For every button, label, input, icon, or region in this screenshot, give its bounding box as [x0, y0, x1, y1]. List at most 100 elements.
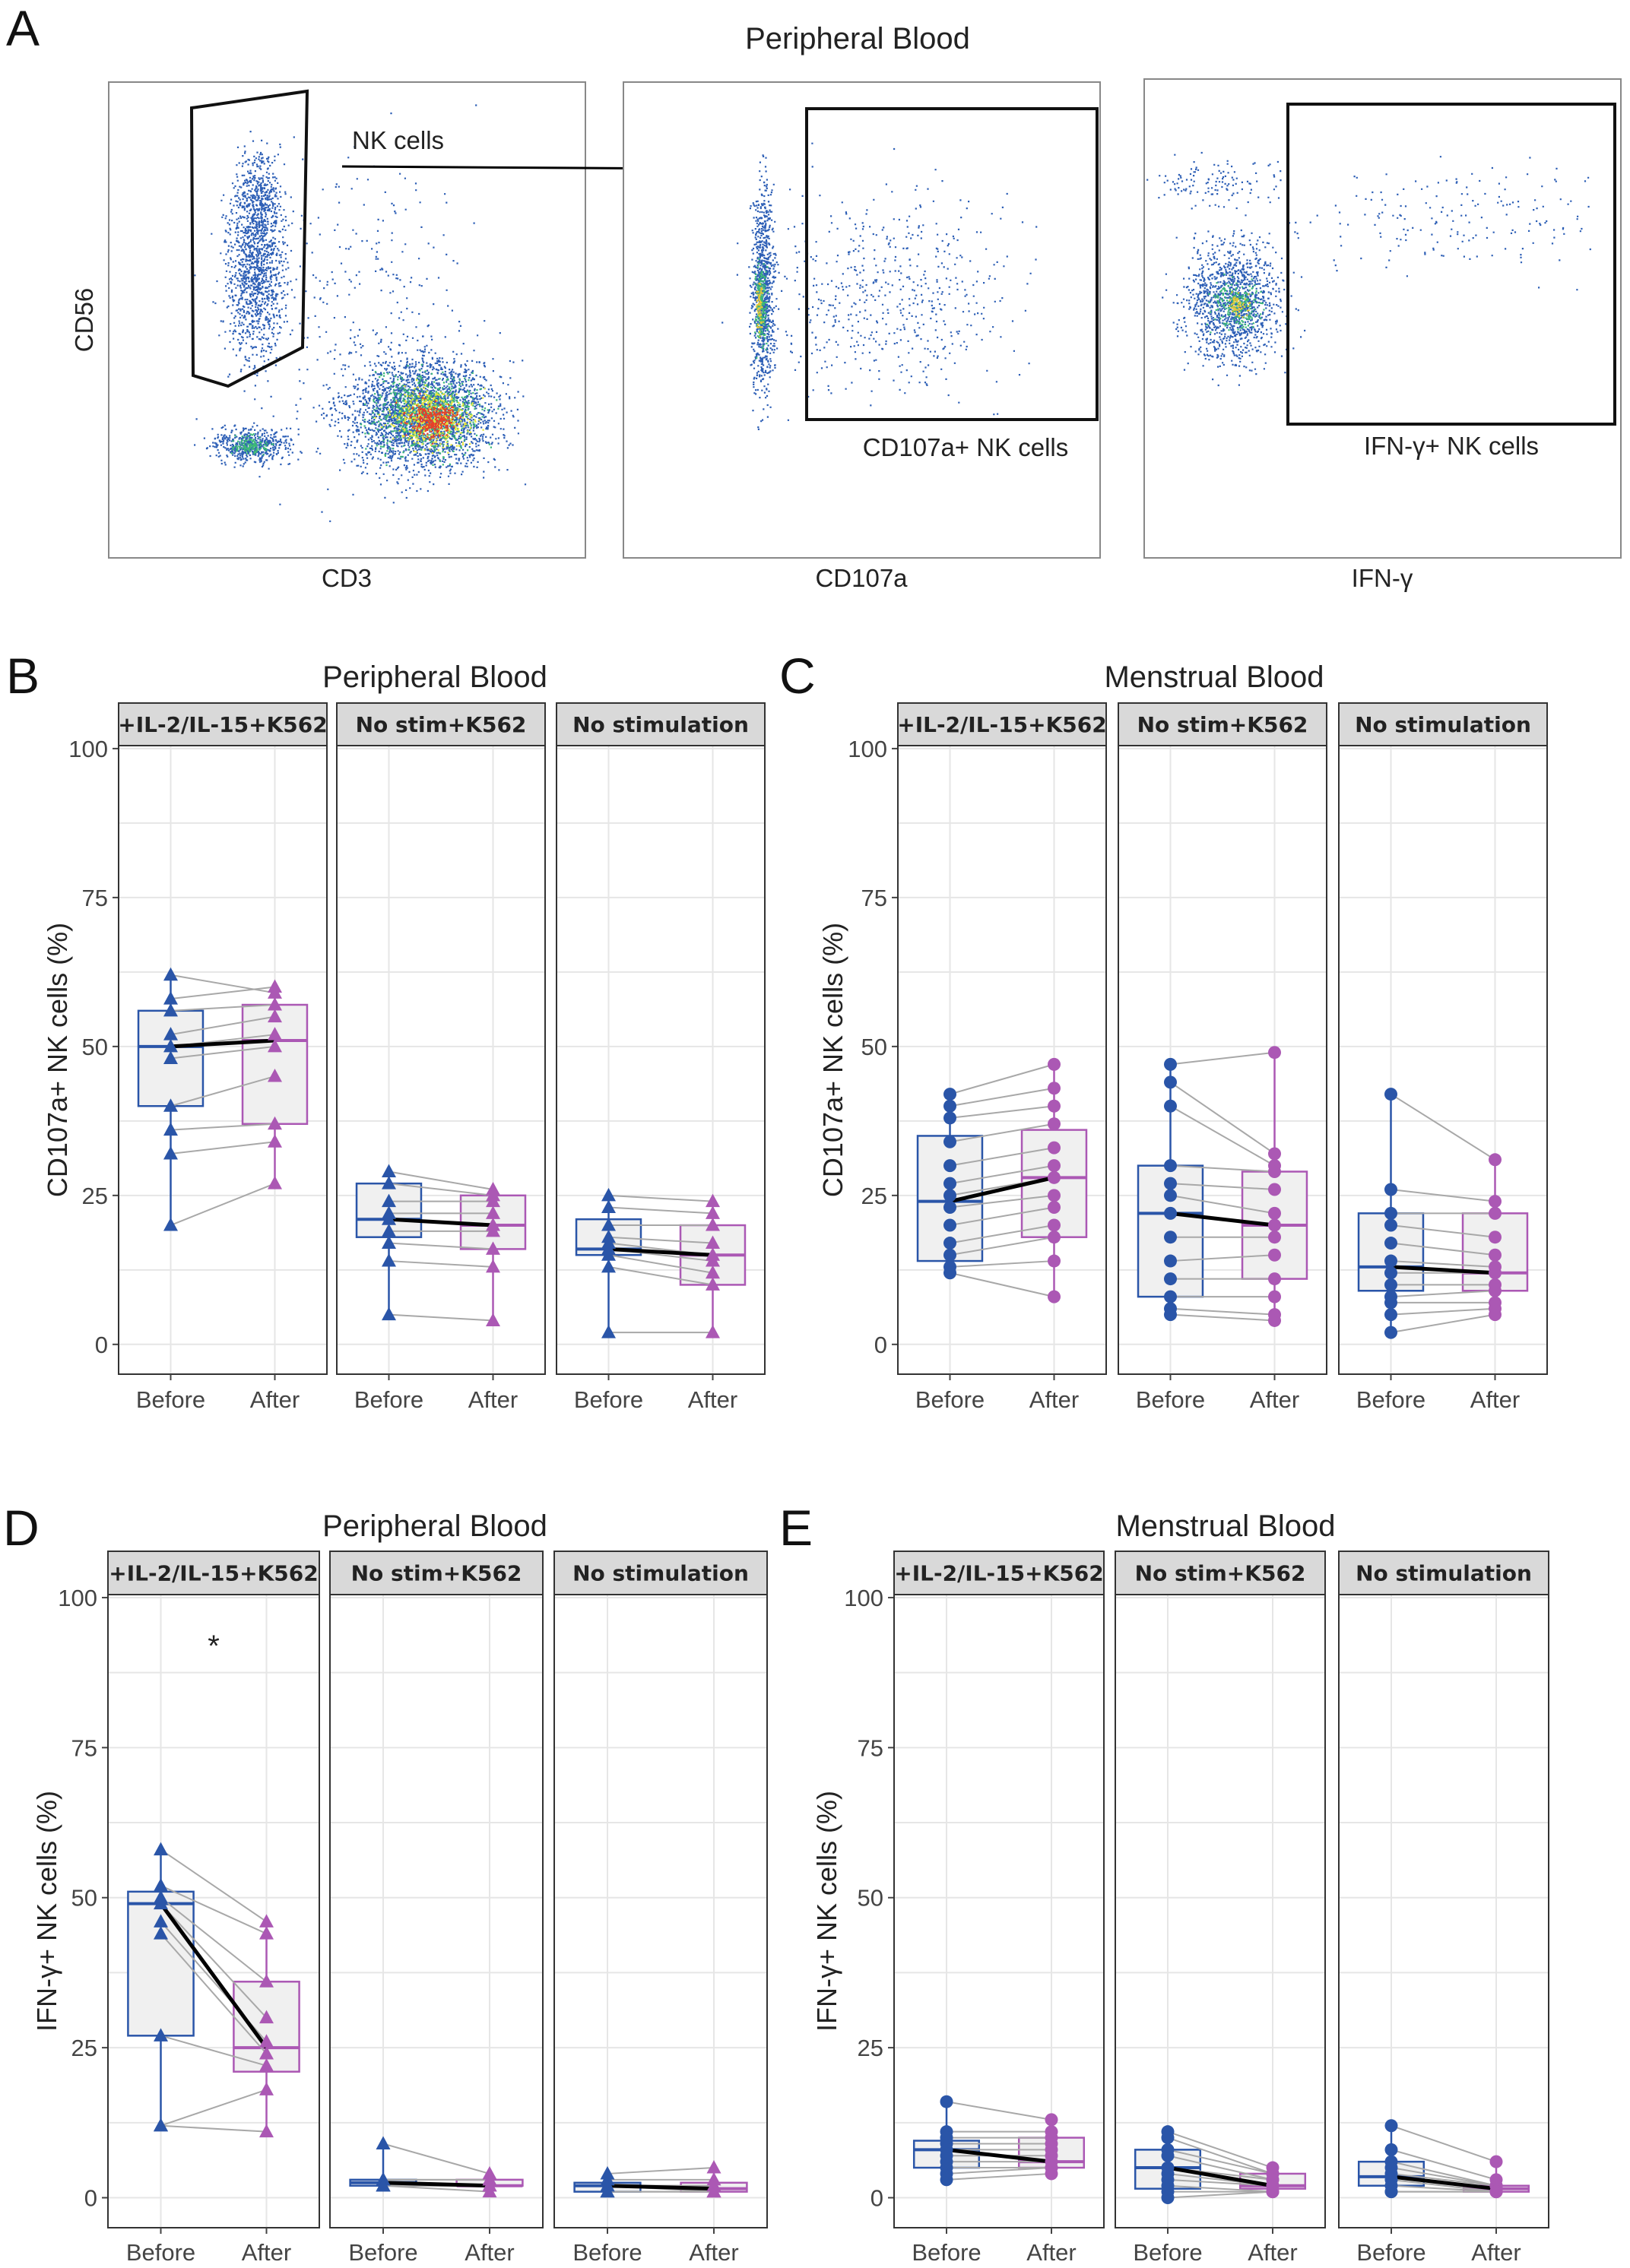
pair-line	[160, 2089, 267, 2127]
point-after	[1048, 1170, 1061, 1184]
flow-dots-cd3-cd56	[194, 104, 527, 522]
chart-panel-d: D Peripheral Blood IFN-γ+ NK cells (%) 0 25 5…	[3, 1500, 768, 2266]
pair-line	[170, 1075, 275, 1107]
point-before	[376, 2136, 391, 2149]
y-tick-label: 100	[848, 736, 887, 762]
median-trend-line	[1170, 1211, 1275, 1227]
point-after	[268, 1176, 282, 1189]
point-after	[1268, 1272, 1281, 1286]
pair-line	[1391, 2167, 1497, 2187]
pair-line	[1391, 1307, 1495, 1316]
y-tick-label: 0	[870, 2185, 883, 2212]
point-after	[259, 2010, 274, 2024]
pair-line	[950, 1194, 1054, 1208]
pair-line	[160, 1848, 268, 1923]
facet-1: No stim+K562 Before After	[336, 702, 546, 1413]
pair-line	[170, 1141, 275, 1155]
point-before	[1164, 1254, 1177, 1268]
pair-line	[160, 1933, 268, 2054]
facet-background	[1339, 1595, 1549, 2228]
point-after	[1045, 2113, 1058, 2127]
point-after	[268, 1038, 282, 1053]
facet-strip-label: +IL-2/IL-15+K562	[118, 712, 328, 737]
facet-1: No stim+K562 Before After	[1115, 1551, 1326, 2266]
median-trend-line	[607, 2184, 715, 2191]
ifng-gate-label: IFN-γ+ NK cells	[1364, 432, 1539, 460]
pair-line	[1391, 2161, 1497, 2187]
point-after	[1268, 1164, 1281, 1178]
pair-line	[170, 1015, 275, 1036]
point-after	[1268, 1147, 1281, 1161]
pair-line	[950, 1164, 1054, 1185]
pair-line	[608, 1236, 713, 1244]
pair-line	[1167, 2178, 1273, 2187]
point-after	[1045, 2167, 1058, 2181]
facet-strip-label: No stim+K562	[351, 1561, 522, 1586]
cd107a-gate	[805, 107, 1099, 421]
facet-strip-label: No stimulation	[572, 712, 749, 737]
point-after	[268, 996, 282, 1011]
point-after	[486, 1193, 500, 1208]
point-after	[1266, 2185, 1280, 2199]
facet-strip	[118, 702, 328, 746]
pair-line	[388, 1260, 493, 1268]
point-after	[1048, 1141, 1061, 1155]
y-tick-label: 75	[82, 885, 108, 911]
facet-strip	[556, 702, 766, 746]
point-before	[943, 1201, 956, 1215]
x-tick-label: Before	[912, 2239, 981, 2266]
facet-strip	[1118, 702, 1327, 746]
x-tick-label: After	[242, 2239, 291, 2266]
median-trend-line	[170, 1038, 275, 1049]
pair-line	[1167, 2155, 1273, 2181]
point-after	[1268, 1231, 1281, 1244]
pair-line	[1391, 2178, 1497, 2193]
point-before	[154, 2118, 168, 2132]
facet-border	[107, 1594, 320, 2228]
point-before	[163, 1038, 178, 1053]
y-tick-label: 50	[71, 1885, 97, 1912]
pair-line	[950, 1224, 1054, 1244]
flow-dots-cd107a	[721, 142, 1038, 430]
point-before	[1164, 1057, 1177, 1071]
x-tick-label: After	[250, 1386, 300, 1413]
pair-line	[1170, 1313, 1275, 1322]
median-trend-line	[946, 2147, 1052, 2164]
pair-line	[608, 1206, 713, 1215]
x-tick-label: Before	[1133, 2239, 1202, 2266]
point-before	[943, 1177, 956, 1190]
facet-2: No stimulation Before After	[1338, 1551, 1549, 2266]
point-after	[706, 1205, 720, 1219]
facet-strip	[897, 702, 1107, 746]
point-after	[1048, 1290, 1061, 1303]
chart-panel-b: B Peripheral Blood CD107a+ NK cells (%) 0 25…	[6, 648, 766, 1413]
point-after	[259, 2124, 274, 2138]
flow-plot-ifng	[1143, 78, 1622, 559]
point-before	[163, 991, 178, 1005]
point-before	[1384, 1218, 1397, 1232]
pair-line	[170, 986, 275, 1000]
median-trend-line	[388, 1217, 493, 1227]
point-after	[482, 2184, 497, 2198]
point-after	[486, 1241, 500, 1255]
x-tick-label: After	[688, 1386, 737, 1413]
point-before	[943, 1111, 956, 1125]
flow-dot-cloud	[194, 422, 302, 470]
point-after	[259, 2046, 274, 2060]
x-tick-label: Before	[572, 2239, 642, 2266]
x-tick-label: After	[1470, 1386, 1520, 1413]
point-before	[154, 1926, 168, 1940]
flow-xlabel: IFN-γ	[1352, 564, 1413, 592]
facet-1: No stim+K562 Before After	[1118, 702, 1327, 1413]
facet-border	[336, 745, 546, 1375]
point-before	[382, 1253, 396, 1267]
point-before	[1384, 1206, 1397, 1220]
pair-line	[950, 1063, 1054, 1095]
point-before	[1164, 1308, 1177, 1322]
y-axis-label: IFN-γ+ NK cells (%)	[31, 1791, 62, 2032]
pair-line	[1167, 2190, 1273, 2199]
median-trend-line	[1391, 1265, 1495, 1275]
point-before	[163, 967, 178, 981]
point-after	[1489, 1231, 1502, 1244]
point-before	[382, 1176, 396, 1189]
